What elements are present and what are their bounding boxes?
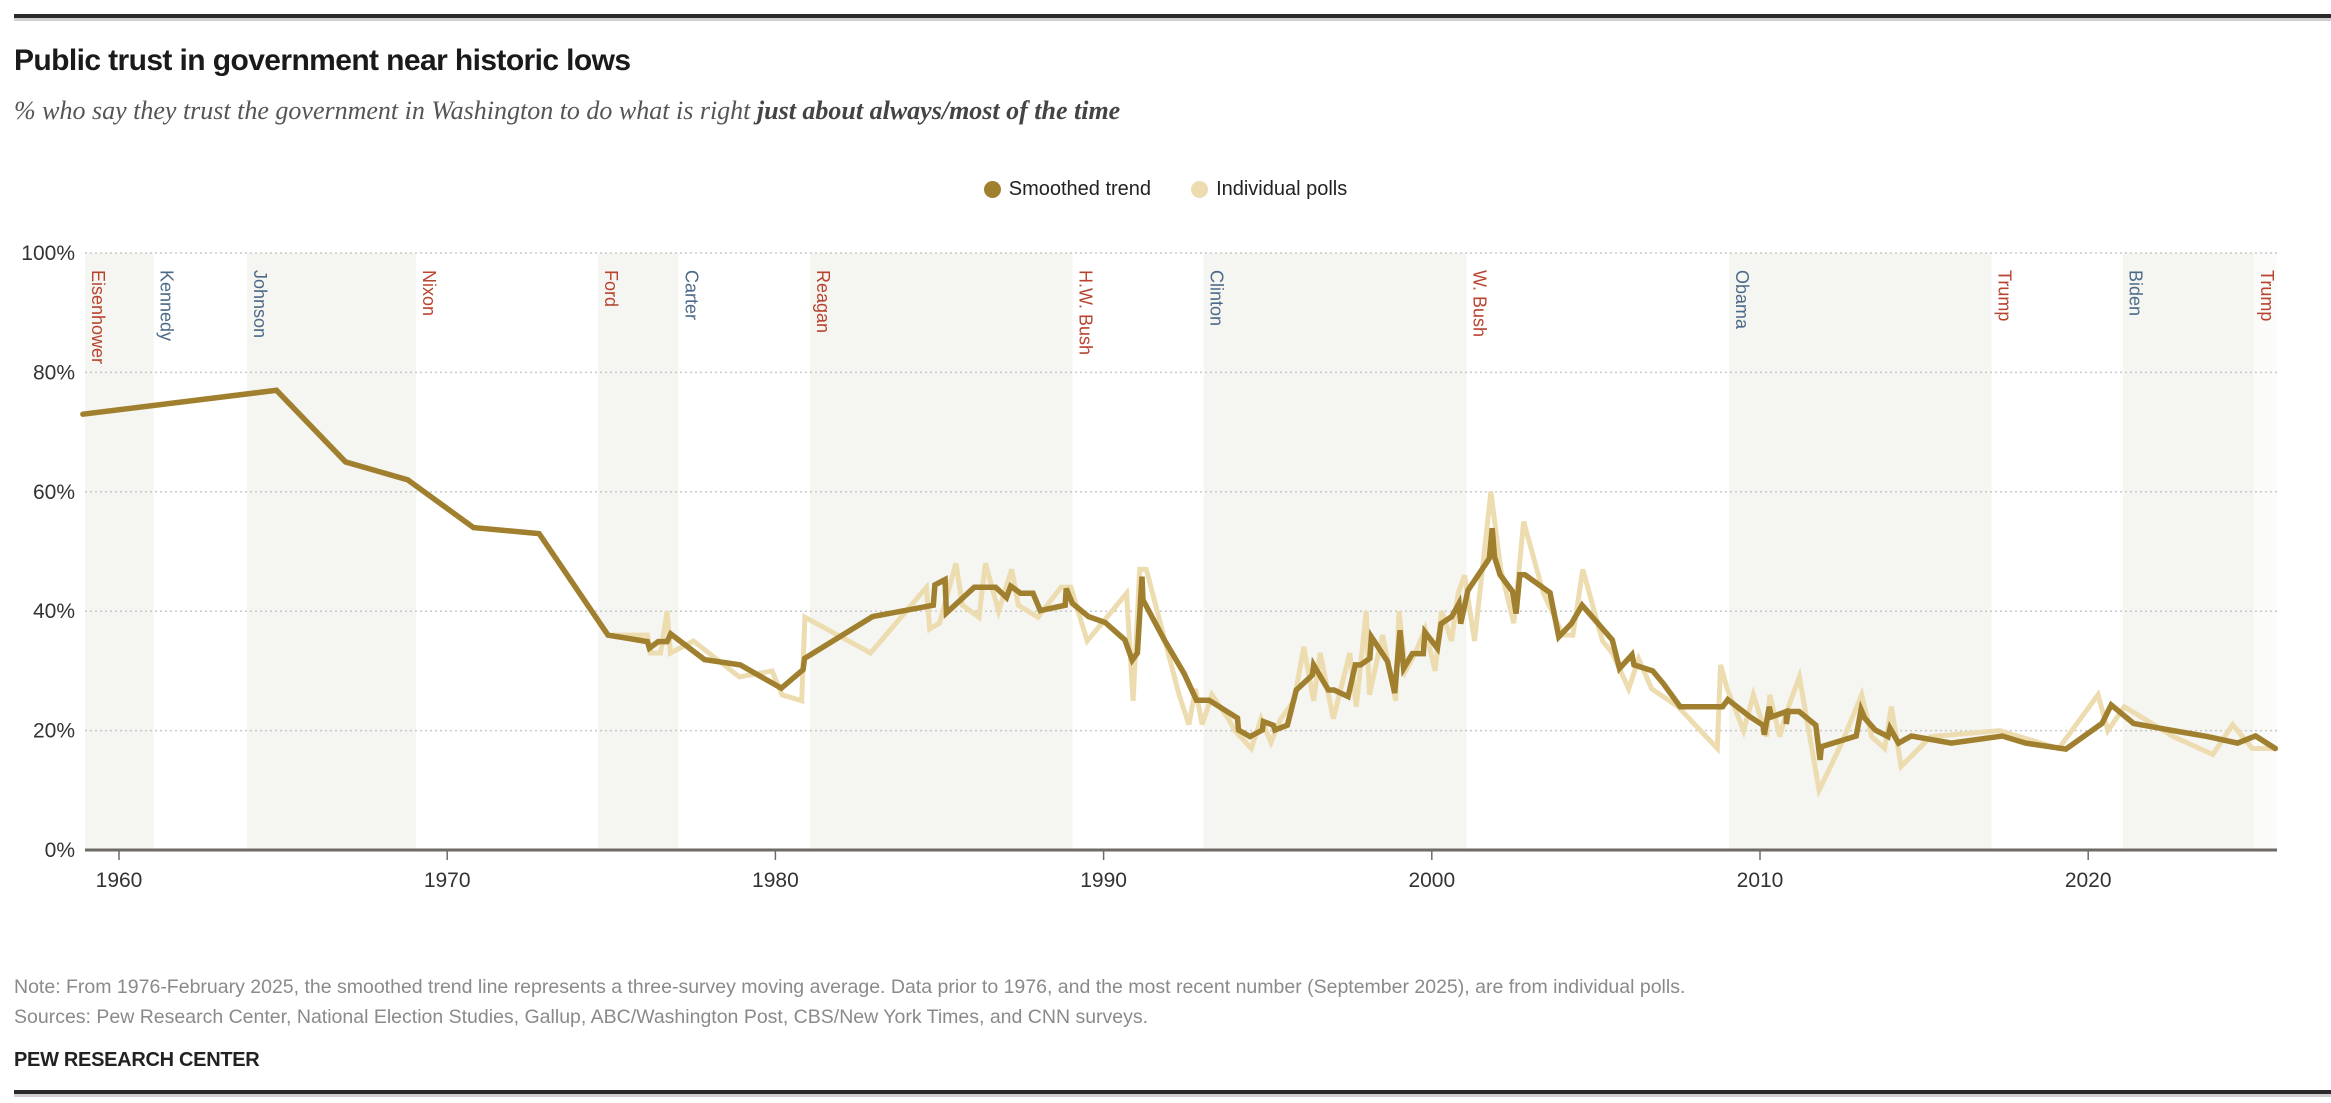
legend-item-polls: Individual polls bbox=[1191, 178, 1347, 201]
president-label: Biden bbox=[2126, 270, 2146, 316]
top-rule bbox=[14, 14, 2331, 21]
legend-label-smoothed: Smoothed trend bbox=[1008, 178, 1152, 200]
x-tick-label: 2010 bbox=[1737, 869, 1784, 892]
x-tick-label: 1980 bbox=[752, 869, 799, 892]
president-label: Clinton bbox=[1207, 270, 1227, 326]
smoothed-swatch-icon bbox=[983, 181, 1001, 198]
president-band bbox=[85, 253, 154, 850]
president-label: Obama bbox=[1732, 270, 1752, 330]
x-tick-label: 2020 bbox=[2065, 869, 2112, 892]
president-band bbox=[2253, 253, 2277, 850]
y-tick-label: 0% bbox=[45, 839, 75, 862]
president-band bbox=[1203, 253, 1467, 850]
president-bands bbox=[85, 253, 2277, 850]
legend-item-smoothed: Smoothed trend bbox=[983, 178, 1152, 201]
president-band bbox=[246, 253, 417, 850]
x-tick-label: 1990 bbox=[1080, 869, 1127, 892]
president-label: Eisenhower bbox=[88, 270, 108, 364]
bottom-rule bbox=[14, 1090, 2331, 1097]
president-label: Kennedy bbox=[156, 270, 176, 341]
y-tick-label: 80% bbox=[33, 361, 75, 384]
president-band bbox=[598, 253, 679, 850]
chart-subtitle: % who say they trust the government in W… bbox=[14, 96, 1120, 126]
note-text: Note: From 1976-February 2025, the smoot… bbox=[14, 976, 1686, 998]
x-tick-label: 1960 bbox=[96, 869, 143, 892]
x-tick-label: 1970 bbox=[424, 869, 471, 892]
president-band bbox=[2122, 253, 2254, 850]
president-label: Nixon bbox=[419, 270, 439, 316]
gridlines bbox=[85, 252, 2277, 732]
president-label: Trump bbox=[2257, 270, 2277, 321]
subtitle-bold: just about always/most of the time bbox=[756, 96, 1121, 125]
president-band bbox=[1728, 253, 1992, 850]
smoothed-trend-line bbox=[80, 387, 2279, 761]
chart-title: Public trust in government near historic… bbox=[14, 44, 631, 77]
president-label: Reagan bbox=[813, 270, 833, 333]
president-label: Carter bbox=[682, 270, 702, 320]
individual-polls-line bbox=[80, 387, 2278, 799]
president-label: W. Bush bbox=[1469, 270, 1489, 337]
president-labels: Eisenhower Kennedy Johnson Nixon Ford Carter R… bbox=[88, 270, 2277, 364]
legend-label-polls: Individual polls bbox=[1216, 178, 1348, 200]
x-tick-label: 2000 bbox=[1408, 869, 1455, 892]
y-tick-label: 100% bbox=[21, 242, 75, 265]
y-tick-label: 20% bbox=[33, 720, 75, 743]
president-label: Johnson bbox=[250, 270, 270, 338]
y-tick-label: 40% bbox=[33, 600, 75, 623]
legend: Smoothed trend Individual polls bbox=[0, 178, 2331, 201]
president-label: H.W. Bush bbox=[1075, 270, 1095, 355]
footnote: Note: From 1976-February 2025, the smoot… bbox=[14, 972, 1685, 1032]
president-band bbox=[809, 253, 1073, 850]
y-tick-label: 60% bbox=[33, 481, 75, 504]
axes: 0% 20% 40% 60% 80% 100% 1960 1970 1980 1990 2000 20… bbox=[21, 242, 2277, 892]
president-label: Trump bbox=[1994, 270, 2014, 321]
series-lines bbox=[80, 387, 2279, 799]
brand-label: PEW RESEARCH CENTER bbox=[14, 1049, 260, 1071]
president-label: Ford bbox=[601, 270, 621, 307]
sources-text: Sources: Pew Research Center, National E… bbox=[14, 1006, 1149, 1028]
subtitle-plain: % who say they trust the government in W… bbox=[14, 96, 757, 125]
polls-swatch-icon bbox=[1191, 181, 1209, 198]
